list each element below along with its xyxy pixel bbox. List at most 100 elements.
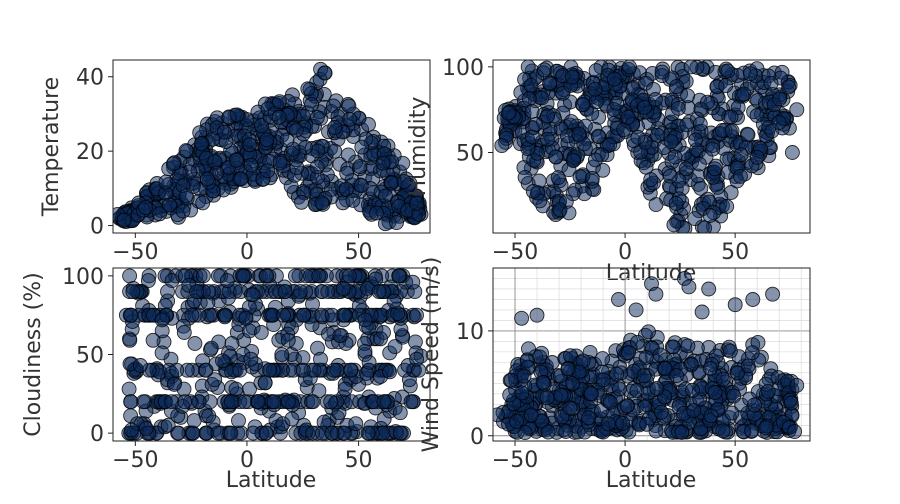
data-point — [378, 188, 393, 204]
data-point — [636, 368, 652, 384]
data-point — [309, 159, 325, 175]
data-point — [317, 65, 333, 81]
data-point — [124, 422, 139, 438]
data-point — [326, 362, 342, 378]
data-point — [171, 425, 186, 441]
data-point — [595, 162, 611, 178]
data-point — [138, 420, 154, 436]
y-axis-label: Humidity — [406, 97, 431, 197]
data-point — [606, 71, 622, 87]
data-point — [553, 387, 569, 403]
data-point — [184, 307, 200, 323]
data-point — [722, 343, 738, 359]
x-tick-label: 0 — [240, 240, 254, 265]
data-point — [542, 75, 558, 91]
data-point — [276, 307, 291, 323]
data-point — [784, 145, 800, 160]
data-point — [697, 220, 713, 233]
data-point — [683, 60, 699, 75]
data-point — [514, 385, 530, 401]
data-point — [742, 66, 758, 82]
data-point — [169, 362, 185, 378]
data-point — [160, 284, 175, 300]
data-point — [288, 122, 304, 138]
data-point — [258, 425, 274, 441]
data-point — [701, 281, 717, 297]
data-point — [231, 413, 246, 429]
data-point — [165, 156, 181, 172]
data-point — [376, 394, 392, 410]
data-point — [266, 394, 282, 410]
data-point — [242, 137, 258, 153]
data-point — [313, 351, 328, 367]
data-point — [686, 403, 702, 419]
data-point — [215, 353, 230, 369]
data-point — [233, 171, 249, 187]
data-point — [688, 132, 703, 148]
data-point — [550, 170, 566, 186]
data-point — [341, 98, 357, 114]
data-point — [187, 336, 203, 351]
data-point — [638, 350, 654, 365]
data-point — [296, 307, 311, 323]
data-point — [648, 197, 664, 213]
data-point — [584, 170, 600, 186]
data-point — [336, 307, 352, 323]
data-point — [152, 206, 168, 222]
data-point — [765, 286, 781, 302]
data-point — [337, 381, 353, 397]
data-point — [409, 195, 425, 211]
data-point — [749, 108, 765, 123]
data-point — [649, 380, 665, 396]
data-point — [565, 153, 581, 169]
data-point — [327, 120, 343, 135]
data-point — [719, 199, 735, 214]
data-point — [280, 332, 296, 348]
data-point — [647, 92, 663, 107]
data-point — [740, 127, 756, 143]
y-tick-label: 0 — [90, 215, 104, 240]
data-point — [650, 127, 666, 143]
data-point — [262, 362, 278, 378]
data-point — [494, 138, 510, 154]
data-point — [588, 94, 604, 110]
data-point — [260, 163, 276, 179]
data-point — [744, 423, 760, 439]
data-point — [702, 360, 718, 376]
data-point — [218, 307, 233, 323]
data-point — [272, 155, 288, 171]
data-point — [391, 268, 407, 284]
data-point — [274, 347, 290, 362]
data-point — [250, 394, 266, 410]
data-point — [360, 425, 376, 441]
data-point — [560, 361, 576, 377]
data-point — [583, 386, 599, 402]
data-point — [195, 268, 211, 284]
data-point — [122, 332, 138, 348]
data-point — [616, 122, 632, 138]
data-point — [619, 398, 635, 414]
x-tick-label: 50 — [721, 448, 749, 473]
data-point — [718, 78, 734, 94]
data-point — [160, 417, 176, 433]
data-point — [665, 339, 681, 355]
data-point — [201, 408, 217, 424]
y-tick-label: 50 — [76, 344, 104, 369]
data-point — [652, 347, 668, 363]
data-point — [674, 425, 690, 440]
data-point — [663, 134, 679, 150]
y-axis-label: Wind Speed (m/s) — [419, 257, 444, 453]
data-point — [295, 362, 311, 378]
data-point — [243, 157, 259, 173]
data-point — [509, 413, 524, 429]
y-tick-label: 20 — [76, 140, 104, 165]
data-point — [162, 197, 178, 213]
data-point — [720, 63, 736, 79]
data-point — [745, 292, 761, 307]
data-point — [516, 368, 532, 384]
data-point — [662, 168, 678, 184]
data-point — [382, 364, 398, 380]
data-point — [602, 137, 618, 153]
